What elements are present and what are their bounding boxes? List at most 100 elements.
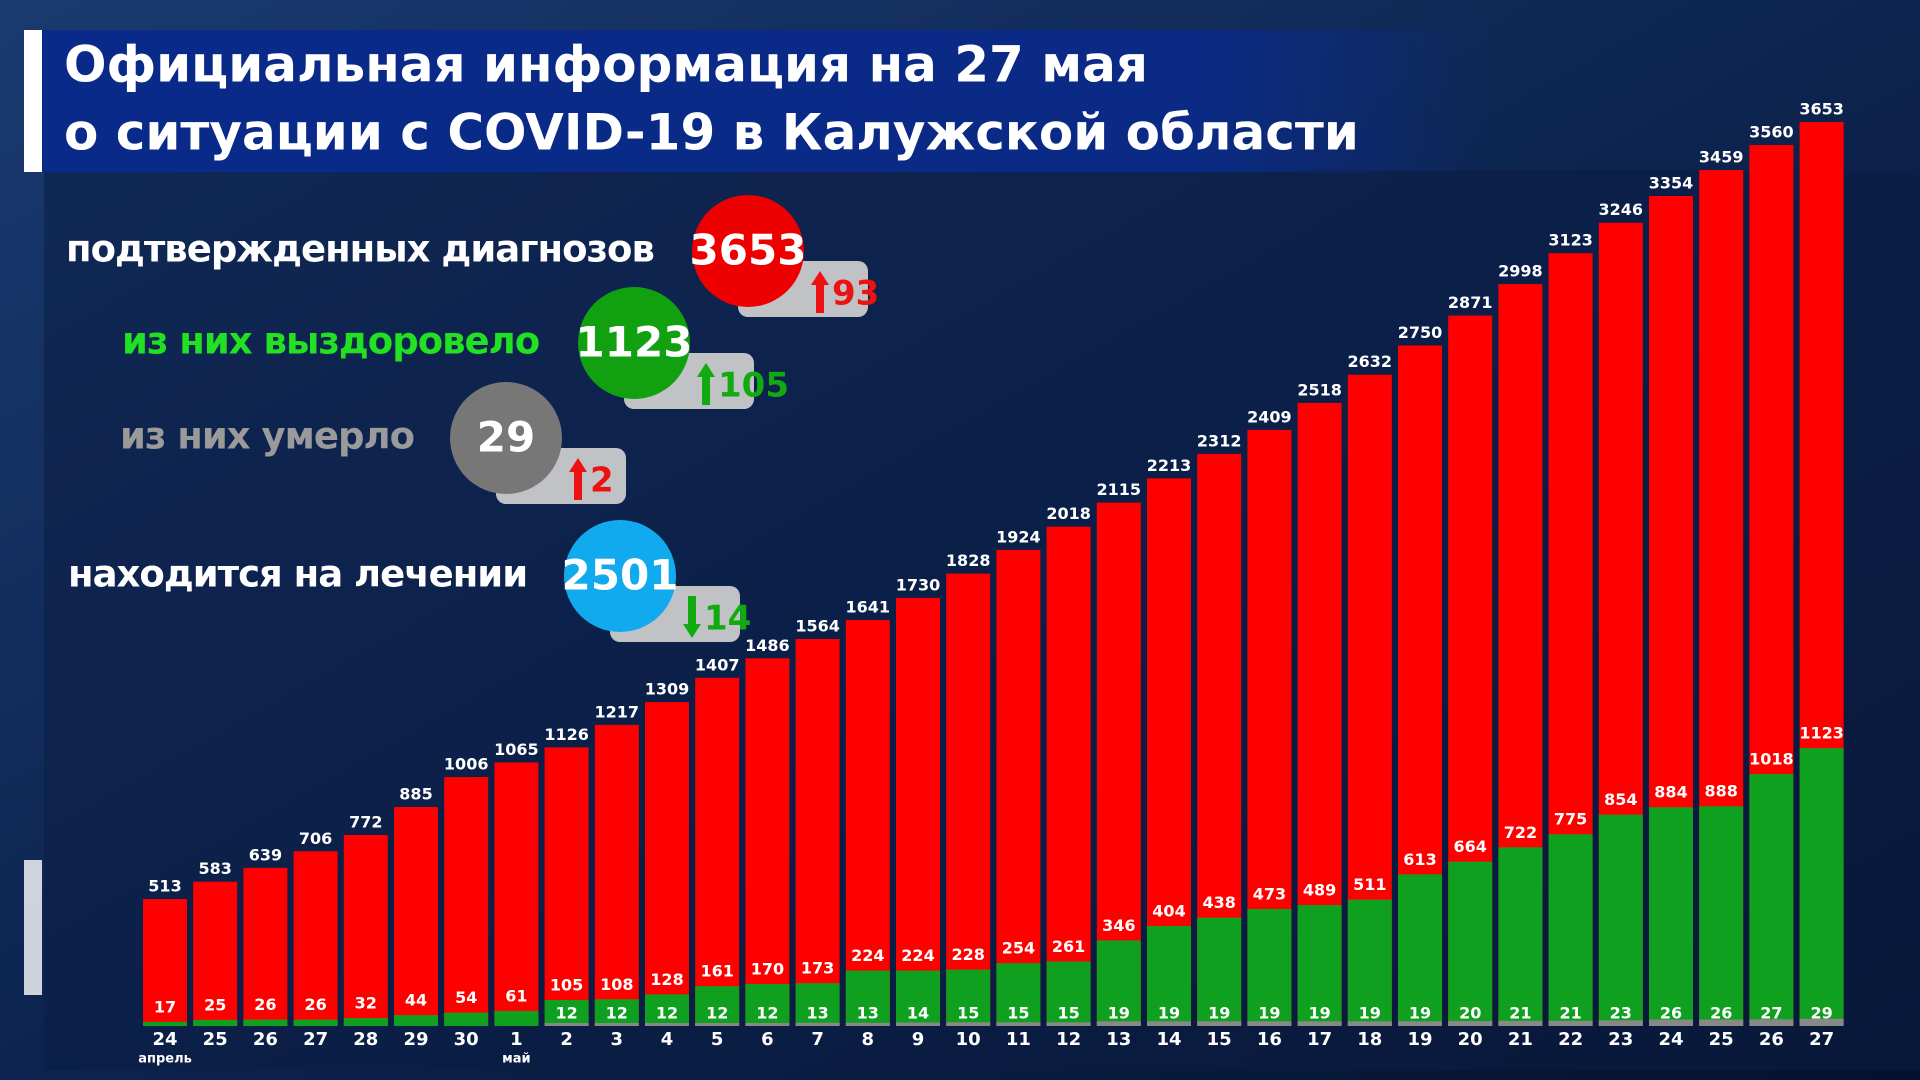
- value-label: 105: [550, 976, 583, 995]
- value-label: 12: [606, 1004, 628, 1023]
- bar: [1197, 1021, 1242, 1026]
- value-label: 26: [254, 995, 276, 1014]
- bar: [645, 1023, 689, 1026]
- bar: [745, 983, 790, 1026]
- x-tick-label: 7: [811, 1029, 824, 1050]
- x-tick-label: 14: [1156, 1029, 1181, 1050]
- bar: [1096, 940, 1141, 1026]
- x-tick-label: 16: [1257, 1029, 1282, 1050]
- value-label: 12: [706, 1004, 728, 1023]
- bar: [394, 1015, 438, 1026]
- x-tick-label: 24: [1658, 1029, 1683, 1050]
- bar: [695, 1023, 740, 1026]
- bar: [795, 1022, 840, 1026]
- bar: [996, 1022, 1041, 1026]
- x-tick-label: 13: [1106, 1029, 1131, 1050]
- value-label: 3459: [1699, 148, 1744, 167]
- x-tick-label: 1: [510, 1029, 523, 1050]
- bar: [795, 983, 840, 1026]
- bar: [1297, 1021, 1342, 1026]
- bar: [1448, 861, 1493, 1026]
- side-accent: [24, 860, 42, 995]
- value-label: 21: [1509, 1004, 1531, 1023]
- x-tick-label: 12: [1056, 1029, 1081, 1050]
- bar: [343, 834, 388, 1026]
- bar: [845, 619, 890, 1026]
- x-tick-label: 26: [253, 1029, 278, 1050]
- stat-change: 14: [704, 599, 751, 639]
- value-label: 1828: [946, 551, 991, 570]
- stat-circle: [564, 520, 676, 632]
- bar: [695, 986, 740, 1026]
- bar: [143, 899, 187, 1026]
- value-label: 20: [1459, 1004, 1481, 1023]
- value-label: 2213: [1147, 456, 1192, 475]
- bar: [394, 806, 438, 1026]
- bar: [544, 1000, 589, 1026]
- stat-label: находится на лечении: [68, 553, 527, 596]
- bar: [1297, 904, 1342, 1026]
- bar: [444, 1012, 489, 1026]
- value-label: 27: [1760, 1004, 1782, 1023]
- bar: [1649, 807, 1693, 1026]
- stat-label: подтвержденных диагнозов: [66, 228, 654, 271]
- bar: [795, 638, 840, 1026]
- value-label: 473: [1253, 884, 1286, 903]
- bar: [594, 724, 639, 1026]
- value-label: 161: [700, 962, 733, 981]
- month-label: апрель: [138, 1052, 192, 1067]
- bar: [996, 963, 1041, 1026]
- value-label: 19: [1258, 1004, 1280, 1023]
- value-label: 19: [1409, 1004, 1431, 1023]
- stat-value: 2501: [562, 551, 679, 600]
- value-label: 224: [901, 946, 934, 965]
- x-tick-label: 25: [203, 1029, 228, 1050]
- value-label: 26: [1710, 1004, 1732, 1023]
- value-label: 1564: [795, 616, 840, 635]
- bar: [1046, 526, 1091, 1026]
- stat-value: 1123: [576, 318, 693, 367]
- value-label: 19: [1308, 1004, 1330, 1023]
- bar: [1347, 899, 1392, 1026]
- bar: [896, 1022, 940, 1026]
- change-arrow: [569, 458, 587, 500]
- value-label: 21: [1559, 1004, 1581, 1023]
- value-label: 1018: [1749, 750, 1794, 769]
- value-label: 489: [1303, 880, 1336, 899]
- bar: [645, 994, 689, 1026]
- value-label: 583: [198, 859, 231, 878]
- bar: [343, 1018, 388, 1026]
- value-label: 173: [801, 959, 834, 978]
- value-label: 3653: [1799, 100, 1844, 119]
- value-label: 854: [1604, 790, 1637, 809]
- bar: [1498, 847, 1543, 1026]
- value-label: 513: [148, 877, 181, 896]
- x-tick-label: 2: [560, 1029, 573, 1050]
- x-tick-label: 29: [403, 1029, 428, 1050]
- x-tick-label: 8: [862, 1029, 875, 1050]
- bar: [243, 1019, 288, 1026]
- value-label: 2998: [1498, 262, 1543, 281]
- value-label: 884: [1654, 783, 1687, 802]
- value-label: 2409: [1247, 407, 1292, 426]
- x-tick-label: 21: [1508, 1029, 1533, 1050]
- stats: подтвержденных диагнозов 3653 93 из них выз…: [66, 195, 879, 642]
- value-label: 12: [756, 1004, 778, 1023]
- x-tick-label: 23: [1608, 1029, 1633, 1050]
- stat-change: 93: [832, 274, 879, 314]
- value-label: 261: [1052, 937, 1085, 956]
- bar: [193, 1019, 238, 1026]
- bar: [293, 1019, 338, 1026]
- bar: [1649, 1019, 1693, 1026]
- value-label: 3354: [1649, 173, 1694, 192]
- value-label: 2632: [1348, 352, 1393, 371]
- value-label: 639: [249, 845, 282, 864]
- bar: [243, 867, 288, 1026]
- value-label: 44: [405, 991, 427, 1010]
- x-tick-label: 26: [1759, 1029, 1784, 1050]
- value-label: 254: [1002, 939, 1035, 958]
- value-label: 19: [1158, 1004, 1180, 1023]
- x-tick-label: 10: [956, 1029, 981, 1050]
- bar: [1498, 1020, 1543, 1026]
